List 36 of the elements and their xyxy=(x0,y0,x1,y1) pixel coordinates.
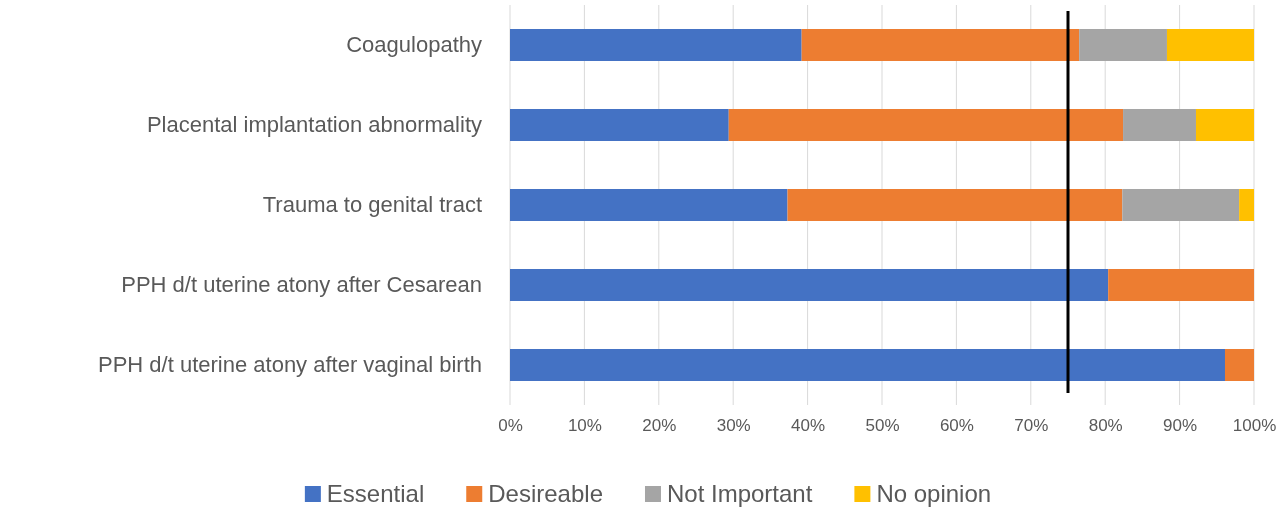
bar xyxy=(1123,109,1196,141)
bar xyxy=(1079,29,1167,61)
bar xyxy=(510,189,788,221)
y-tick-label: Trauma to genital tract xyxy=(262,192,482,218)
x-tick-label: 100% xyxy=(1232,416,1277,436)
y-tick-label: PPH d/t uterine atony after vaginal birth xyxy=(98,352,482,378)
x-tick-label: 30% xyxy=(716,416,751,436)
bar xyxy=(1122,189,1240,221)
bar xyxy=(510,29,802,61)
bar xyxy=(1166,29,1254,61)
bar xyxy=(728,109,1124,141)
legend-label: No opinion xyxy=(876,480,992,507)
y-tick-label: Placental implantation abnormality xyxy=(146,112,482,138)
bar xyxy=(510,269,1109,301)
bar xyxy=(787,189,1123,221)
bar xyxy=(510,109,729,141)
legend-label: Desireable xyxy=(488,480,603,507)
x-tick-label: 90% xyxy=(1163,416,1198,436)
x-tick-label: 50% xyxy=(865,416,900,436)
x-tick-label: 80% xyxy=(1088,416,1123,436)
legend-label: Essential xyxy=(326,480,425,507)
x-tick-label: 10% xyxy=(567,416,602,436)
bar xyxy=(801,29,1080,61)
bar xyxy=(510,349,1225,381)
bar xyxy=(1195,109,1254,141)
y-tick-label: Coagulopathy xyxy=(346,32,482,58)
y-tick-label: PPH d/t uterine atony after Cesarean xyxy=(121,272,482,298)
x-tick-label: 70% xyxy=(1014,416,1049,436)
bar xyxy=(1239,189,1254,221)
x-tick-label: 40% xyxy=(791,416,826,436)
x-tick-label: 0% xyxy=(498,416,523,436)
legend-label: Not Important xyxy=(666,480,813,507)
x-tick-label: 60% xyxy=(939,416,974,436)
bar xyxy=(1224,349,1254,381)
x-tick-label: 20% xyxy=(642,416,677,436)
bar xyxy=(1108,269,1254,301)
